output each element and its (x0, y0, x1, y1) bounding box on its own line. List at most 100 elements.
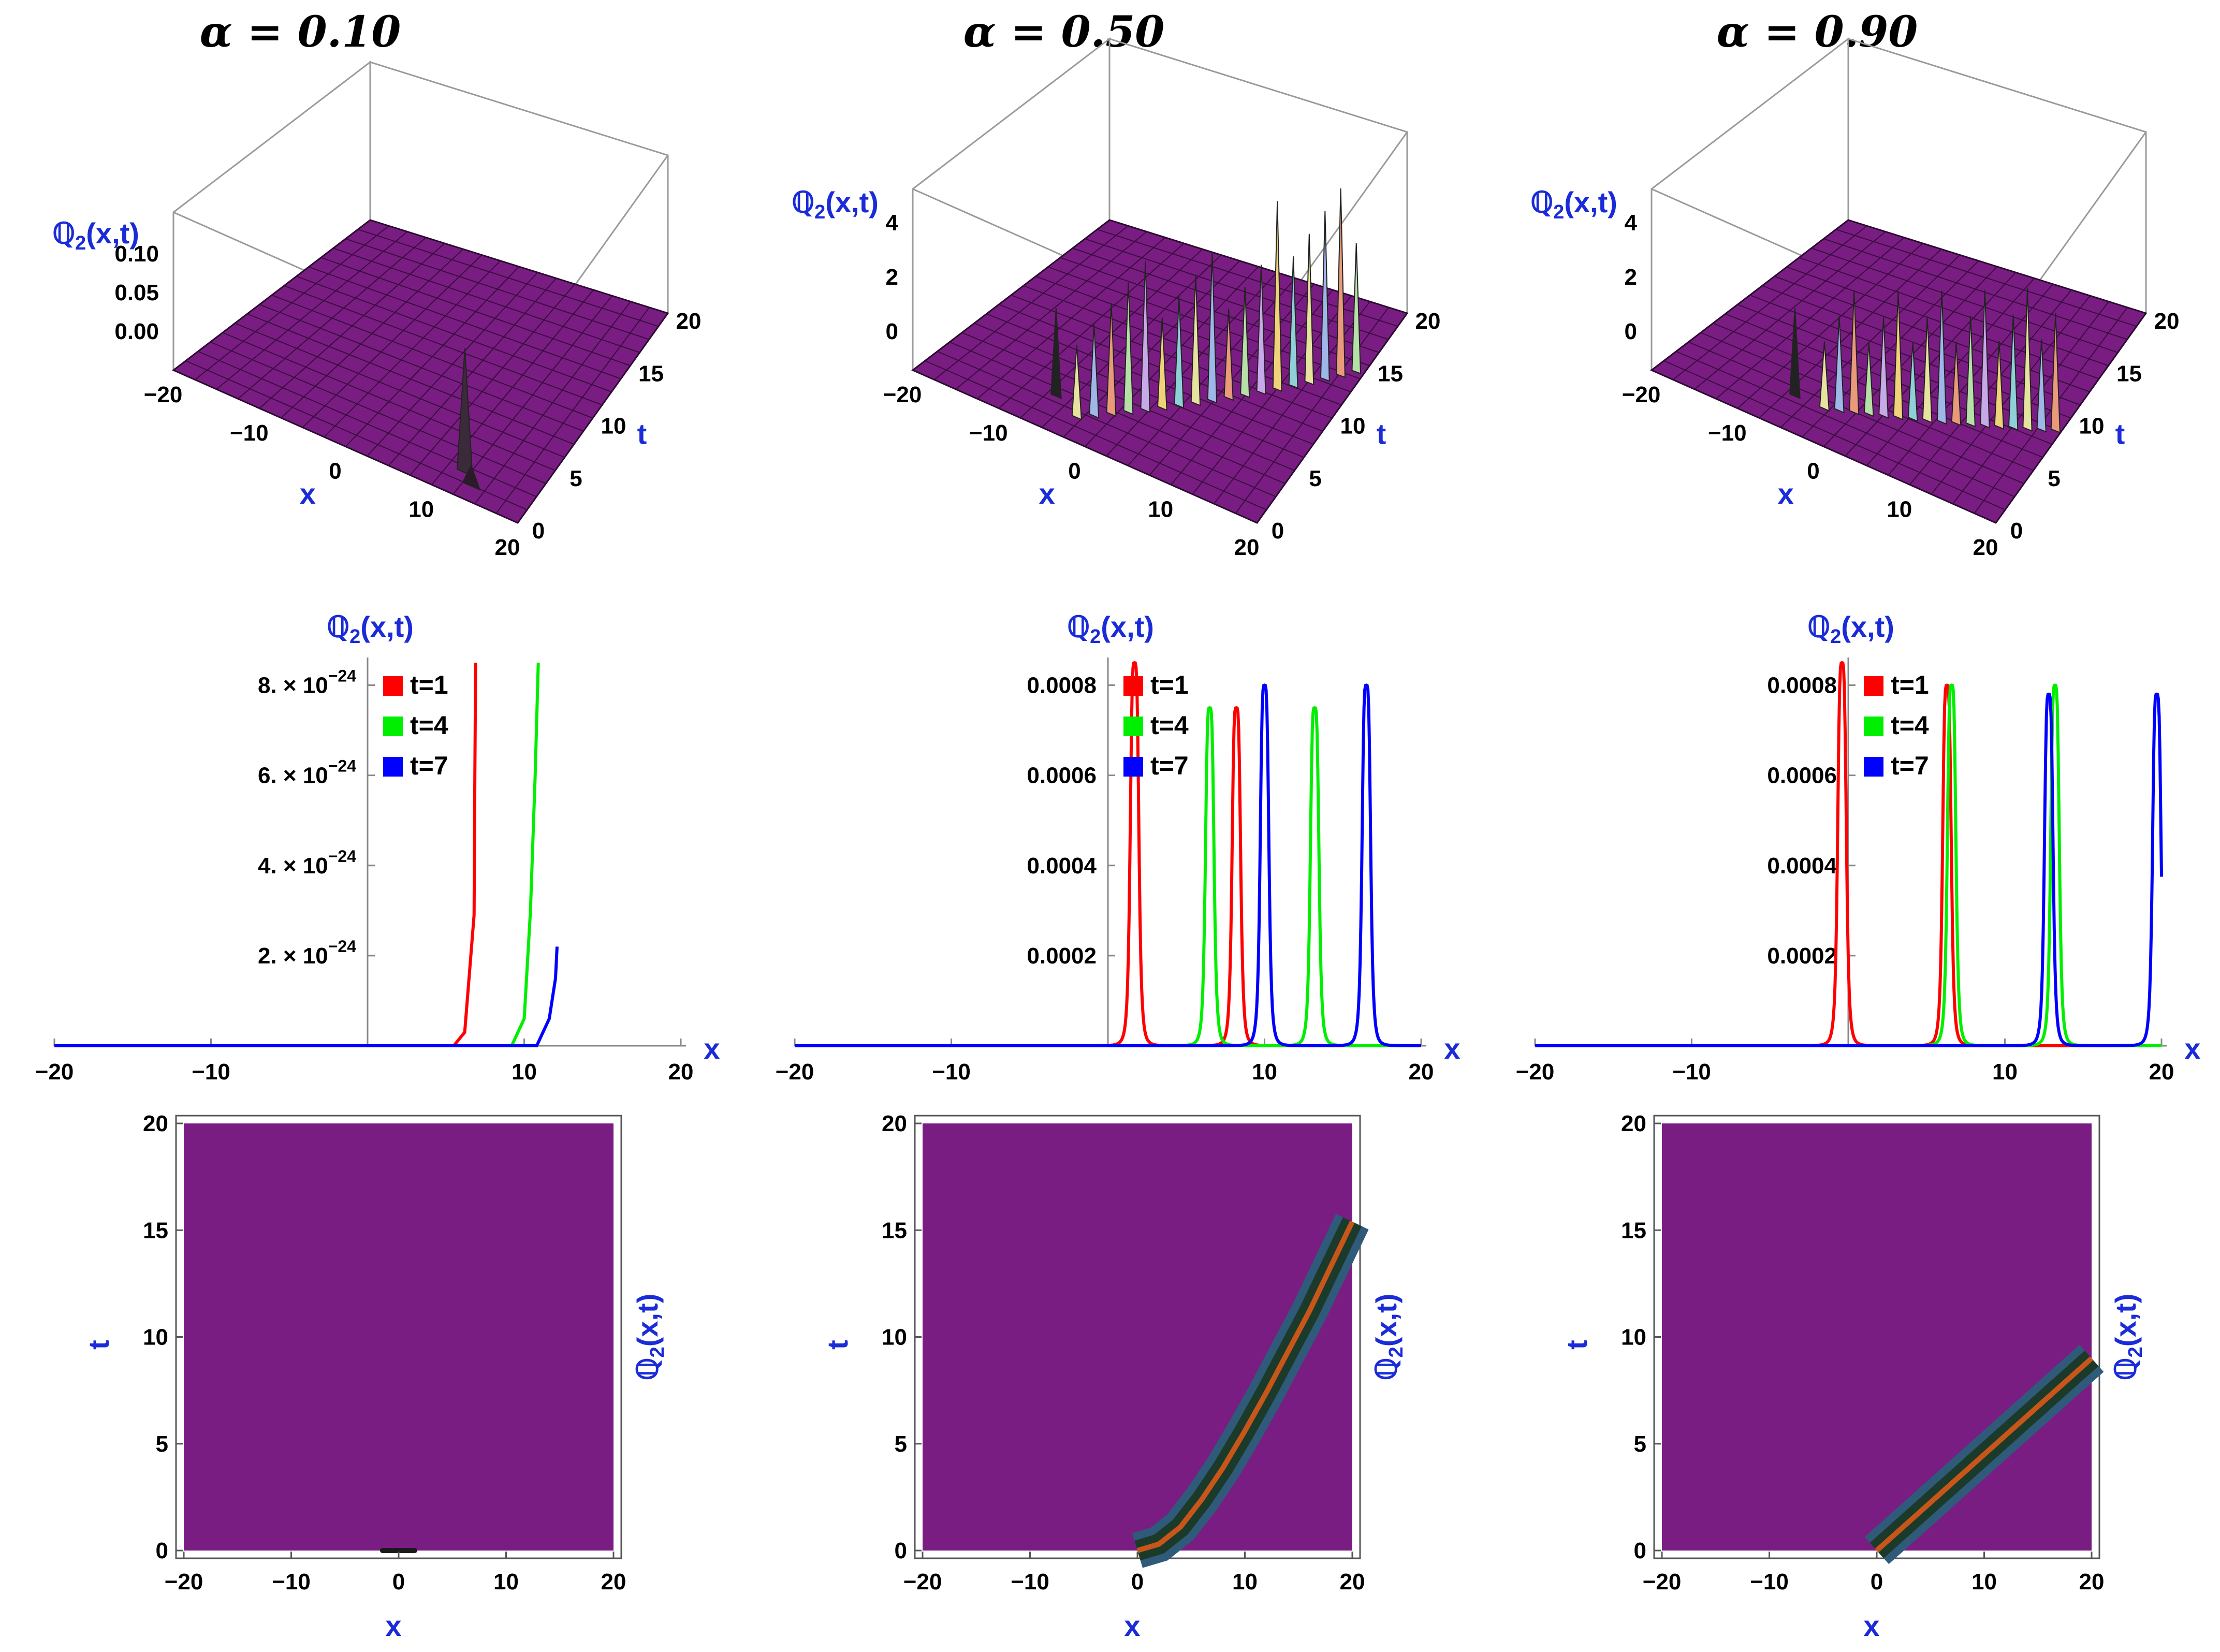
surface-q-label: ℚ2(x,t) (52, 217, 139, 254)
heatmap-plots: −20 −10 0 10 20 0 5 10 15 20 x t ℚ2(x,t) −20 −10 0 10 20 0… (82, 1111, 2146, 1642)
legend-label: t=1 (410, 670, 448, 699)
heatmap-y-tick: 10 (143, 1325, 168, 1350)
heatmap-y-tick: 20 (1621, 1111, 1646, 1136)
heatmap-x-tick: 10 (1971, 1569, 1997, 1595)
surface-ripple (1272, 201, 1282, 392)
surface-x-tick: −20 (883, 382, 922, 407)
title-alpha-010: α = 0.10 (200, 7, 401, 57)
line-y-tick: 0.0004 (1027, 853, 1097, 879)
mesh-line-t (1823, 238, 2128, 340)
heatmap-y-tick: 20 (143, 1111, 168, 1136)
surface-x-label: x (1778, 477, 1794, 510)
line-series-t7 (1535, 692, 2163, 1047)
surface-z-tick: 0.00 (114, 319, 159, 344)
title-alpha-050: α = 0.50 (963, 7, 1165, 57)
surface-ripple (1878, 316, 1889, 419)
legend-swatch (383, 676, 403, 696)
heatmap-x-tick: −20 (165, 1569, 203, 1595)
line-y-tick: 0.0008 (1027, 673, 1097, 698)
surface-z-tick: 0.10 (114, 241, 159, 267)
legend-label: t=1 (1150, 670, 1189, 699)
heatmap-field (184, 1123, 614, 1551)
line-x-tick: 20 (2149, 1059, 2174, 1085)
line-x-tick: −20 (35, 1059, 74, 1085)
surface-panel-2: −20 −10 0 10 20 0 5 10 15 20 0 2 4 x t ℚ2(x,t) (1530, 37, 2179, 560)
surface-ripple (1834, 316, 1845, 414)
line-x-tick: 20 (668, 1059, 694, 1085)
surface-panel-1: −20 −10 0 10 20 0 5 10 15 20 0 2 4 x t ℚ2(x,t) (792, 37, 1440, 560)
surface-t-tick: 10 (2079, 414, 2105, 439)
mesh-line-t (247, 313, 575, 445)
surface-x-tick: −20 (144, 382, 183, 407)
surface-x-tick: 0 (1807, 459, 1819, 484)
surface-t-tick: 15 (1378, 361, 1403, 386)
legend-swatch (1123, 757, 1143, 777)
heatmap-t-label: t (821, 1340, 854, 1350)
line-panel-2: −20 −10 10 20 0.0002 0.0004 0.0006 0.0008 x ℚ2(x,… (1516, 610, 2201, 1085)
heatmap-field (1662, 1123, 2092, 1551)
title-alpha-090: α = 0.90 (1717, 7, 1918, 57)
heatmap-x-tick: 0 (1131, 1569, 1144, 1595)
box-back-edge (1108, 37, 1408, 313)
heatmap-x-tick: 10 (493, 1569, 519, 1595)
surface-x-tick: 10 (1148, 496, 1173, 522)
legend-swatch (1864, 717, 1883, 736)
surface-ripple (1922, 316, 1933, 423)
surface-x-tick: −10 (969, 420, 1008, 446)
surface-plots: −20−1001020051015200.000.050.10xtℚ2(x,t)… (52, 37, 2179, 560)
line-x-label: x (2184, 1032, 2200, 1065)
heatmap-panel-2: −20 −10 0 10 20 0 5 10 15 20 x t ℚ2(x,t) (1560, 1111, 2146, 1642)
legend-label: t=1 (1891, 670, 1929, 699)
legend-label: t=7 (1891, 751, 1929, 780)
surface-z-tick: 2 (886, 265, 898, 290)
surface-t-tick: 5 (2048, 466, 2060, 491)
box-back-edge (1847, 37, 2147, 313)
surface-ripple (1157, 317, 1167, 411)
line-q-label: ℚ2(x,t) (1067, 610, 1154, 648)
legend-label: t=4 (410, 711, 448, 740)
heatmap-y-tick: 5 (1634, 1431, 1646, 1457)
surface-ripple (2008, 314, 2019, 431)
heatmap-panel-1: −20 −10 0 10 20 0 5 10 15 20 x t ℚ2(x,t) (821, 1111, 1407, 1642)
mesh-line-t (296, 275, 612, 392)
mesh-line-t (986, 313, 1314, 445)
surface-t-label: t (2115, 418, 2125, 450)
surface-ripple (1106, 303, 1117, 417)
line-x-tick: −20 (1516, 1059, 1555, 1085)
surface-ripple (2022, 288, 2033, 432)
surface-t-tick: 10 (601, 414, 626, 439)
heatmap-y-tick: 0 (895, 1538, 907, 1563)
heatmap-y-tick: 5 (156, 1431, 168, 1457)
heatmap-ridge-core (1136, 1220, 1355, 1553)
surface-x-tick: 20 (1973, 535, 1998, 560)
heatmap-t-label: t (82, 1340, 115, 1350)
surface-ripple (1089, 324, 1100, 419)
heatmap-y-tick: 15 (882, 1218, 907, 1243)
mesh-line-t (284, 285, 603, 406)
heatmap-x-label: x (385, 1610, 401, 1642)
line-y-tick: 2. × 10−24 (258, 937, 356, 969)
surface-t-tick: 15 (638, 361, 664, 386)
surface-ripple (1336, 188, 1346, 378)
line-x-tick: 10 (512, 1059, 537, 1085)
heatmap-y-tick: 10 (882, 1325, 907, 1350)
line-x-label: x (704, 1032, 720, 1065)
heatmap-y-tick: 15 (1621, 1218, 1646, 1243)
legend-swatch (383, 717, 403, 736)
mesh-line-t (1023, 285, 1342, 406)
surface-t-tick: 5 (569, 466, 582, 491)
line-x-tick: −10 (932, 1059, 971, 1085)
surface-x-tick: 0 (1068, 459, 1080, 484)
surface-ripple (1240, 287, 1250, 398)
heatmap-ridge-core (1875, 1356, 2094, 1553)
legend-swatch (1123, 676, 1143, 696)
surface-z-tick: 0 (1625, 319, 1637, 344)
line-y-tick: 8. × 10−24 (258, 667, 356, 698)
line-x-tick: 10 (1992, 1059, 2018, 1085)
surface-ripple (1190, 274, 1201, 406)
mesh-line-t (1011, 295, 1333, 419)
line-y-tick: 4. × 10−24 (258, 847, 356, 879)
surface-panel-0: −20 −10 0 10 20 0 5 10 15 20 0.00 0.05 0.10 x t ℚ2(x,t) (52, 60, 701, 560)
mesh-line-t (198, 350, 537, 498)
